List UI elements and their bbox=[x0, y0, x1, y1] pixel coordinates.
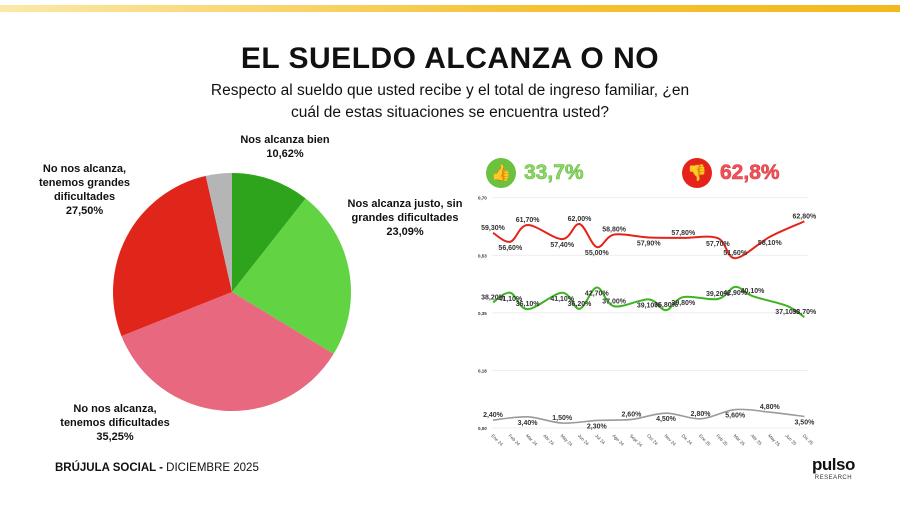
y-tick-label: 0,00 bbox=[478, 426, 487, 431]
data-label: 37,00% bbox=[602, 298, 627, 305]
x-tick-label: Ene 25 bbox=[698, 433, 712, 447]
pie-slice-4 bbox=[205, 173, 232, 292]
thumbs-up-icon: 👍 bbox=[486, 158, 516, 188]
data-label: 58,80% bbox=[602, 227, 627, 234]
data-label: 42,70% bbox=[585, 291, 610, 298]
pie-slice-2 bbox=[121, 292, 334, 411]
data-label: 51,60% bbox=[723, 250, 748, 257]
pie-slice-0 bbox=[232, 173, 306, 292]
x-tick-label: Ene 24 bbox=[490, 433, 504, 447]
x-tick-label: Feb 25 bbox=[715, 433, 729, 447]
x-tick-label: Feb 24 bbox=[508, 433, 522, 447]
x-tick-label: Abr 25 bbox=[750, 433, 763, 446]
series-line-1 bbox=[492, 285, 805, 318]
x-tick-label: Jun 24 bbox=[577, 433, 590, 446]
data-label: 36,20% bbox=[568, 301, 593, 308]
data-label: 62,00% bbox=[568, 216, 593, 223]
x-tick-label: Dic 25 bbox=[802, 433, 815, 446]
page-title: EL SUELDO ALCANZA O NO bbox=[240, 42, 660, 75]
kpi-negative: 👎 62,8% bbox=[682, 158, 780, 188]
data-label: 40,10% bbox=[741, 288, 766, 295]
data-label: 55,00% bbox=[585, 250, 610, 257]
y-tick-label: 0,18 bbox=[478, 368, 487, 373]
kpi-positive: 👍 33,7% bbox=[486, 158, 584, 188]
data-label: 61,70% bbox=[516, 217, 541, 224]
data-label: 39,10% bbox=[637, 302, 662, 309]
top-accent-bar bbox=[0, 5, 900, 12]
data-label: 4,80% bbox=[760, 404, 781, 411]
x-tick-label: Ago 24 bbox=[611, 433, 625, 447]
x-tick-label: May 24 bbox=[559, 433, 573, 447]
x-tick-label: Mar 24 bbox=[525, 433, 539, 447]
pie-label-dificultades: No nos alcanza, tenemos dificultades 35,2… bbox=[60, 403, 170, 443]
x-tick-label: Jun 25 bbox=[784, 433, 797, 446]
data-label: 1,50% bbox=[552, 415, 573, 422]
pie-slice-1 bbox=[232, 198, 352, 354]
pie-label-grandes-dificultades: No nos alcanza, tenemos grandes dificult… bbox=[38, 163, 131, 217]
x-tick-label: Oct 24 bbox=[646, 433, 659, 446]
data-label: 62,80% bbox=[793, 213, 818, 220]
x-tick-label: Sept 24 bbox=[629, 433, 644, 448]
pulso-logo: pulso RESEARCH bbox=[812, 455, 855, 481]
x-tick-label: Dic 24 bbox=[681, 433, 694, 446]
question-subtitle: Respecto al sueldo que usted recibe y el… bbox=[210, 82, 690, 121]
y-tick-label: 0,35 bbox=[478, 311, 487, 316]
data-label: 38,20% bbox=[481, 294, 506, 301]
data-label: 56,60% bbox=[498, 245, 523, 252]
x-tick-label: May 25 bbox=[767, 433, 781, 447]
x-tick-label: Mar 25 bbox=[732, 433, 746, 447]
data-label: 41,10% bbox=[550, 296, 575, 303]
thumbs-down-icon: 👎 bbox=[682, 158, 712, 188]
data-label: 39,20% bbox=[706, 291, 731, 298]
data-label: 57,70% bbox=[706, 241, 731, 248]
data-label: 2,80% bbox=[691, 411, 712, 418]
data-label: 3,50% bbox=[794, 419, 815, 426]
y-tick-label: 0,53 bbox=[478, 253, 487, 258]
data-label: 5,60% bbox=[725, 413, 746, 420]
series-line-0 bbox=[492, 220, 805, 260]
data-label: 33,70% bbox=[793, 309, 818, 316]
x-tick-label: Abr 24 bbox=[542, 433, 555, 446]
x-tick-label: Jul 24 bbox=[594, 433, 606, 445]
data-label: 42,90% bbox=[723, 290, 748, 297]
data-label: 57,90% bbox=[637, 241, 662, 248]
y-tick-label: 0,70 bbox=[478, 196, 487, 201]
footer-source: BRÚJULA SOCIAL - DICIEMBRE 2025 bbox=[55, 462, 259, 474]
data-label: 57,80% bbox=[671, 230, 696, 237]
data-label: 2,60% bbox=[621, 411, 642, 418]
pie-label-bien: Nos alcanza bien 10,62% bbox=[240, 134, 330, 160]
data-label: 57,40% bbox=[550, 242, 575, 249]
kpi-negative-value: 62,8% bbox=[720, 161, 780, 185]
pie-slice-3 bbox=[113, 175, 232, 337]
pie-label-justo: Nos alcanza justo, sin grandes dificulta… bbox=[347, 198, 463, 238]
series-line-2 bbox=[492, 408, 805, 424]
data-label: 3,40% bbox=[518, 420, 539, 427]
data-label: 58,10% bbox=[758, 240, 783, 247]
x-tick-label: Nov 24 bbox=[663, 433, 677, 447]
data-label: 39,80% bbox=[671, 300, 696, 307]
data-label: 2,40% bbox=[483, 412, 504, 419]
data-label: 36,10% bbox=[516, 301, 541, 308]
data-label: 2,30% bbox=[587, 423, 608, 430]
data-label: 35,80% bbox=[654, 302, 679, 309]
data-label: 41,10% bbox=[498, 296, 523, 303]
kpi-positive-value: 33,7% bbox=[524, 161, 584, 185]
data-label: 59,30% bbox=[481, 225, 506, 232]
data-label: 4,50% bbox=[656, 416, 677, 423]
data-label: 37,10% bbox=[775, 309, 800, 316]
